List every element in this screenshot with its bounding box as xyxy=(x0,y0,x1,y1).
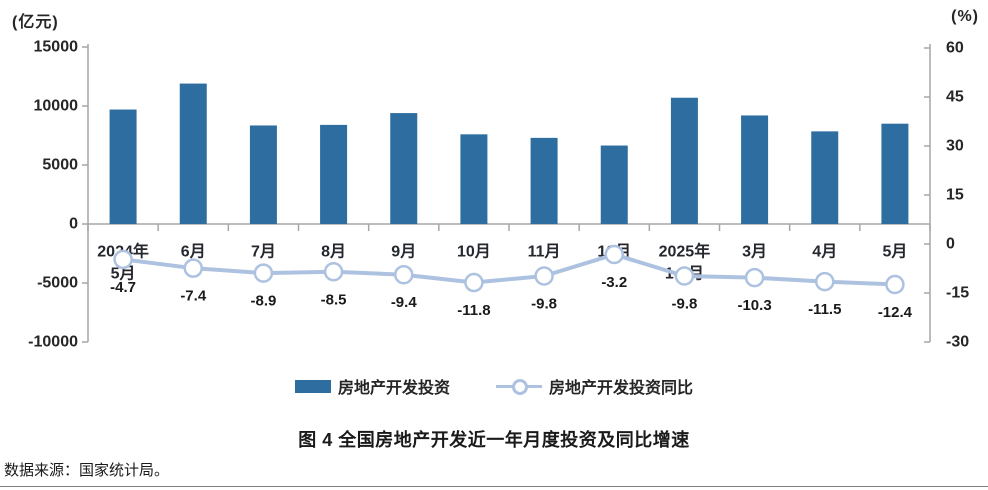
line-legend-swatch xyxy=(496,378,542,395)
yoy-data-label: -7.4 xyxy=(180,288,207,305)
yoy-data-label: -8.9 xyxy=(250,293,276,310)
investment-bar xyxy=(179,83,207,224)
x-axis-label: 7月 xyxy=(251,243,276,261)
yoy-marker-icon xyxy=(534,266,554,286)
yoy-data-label: -4.7 xyxy=(110,279,136,296)
line-legend-label: 房地产开发投资同比 xyxy=(549,380,694,397)
investment-bar xyxy=(460,134,488,224)
bar-legend-swatch xyxy=(294,379,331,393)
legend-item-yoy: 房地产开发投资同比 xyxy=(496,374,693,398)
yoy-marker-icon xyxy=(744,267,765,288)
right-axis-tick-label: -15 xyxy=(946,285,969,302)
x-axis-label: 5月 xyxy=(882,243,907,261)
yoy-data-label: -11.8 xyxy=(457,302,490,319)
yoy-data-label: -9.4 xyxy=(391,294,418,311)
right-axis-tick-label: 15 xyxy=(946,187,964,204)
bottom-divider xyxy=(0,486,988,487)
left-axis-tick-label: 5000 xyxy=(42,157,78,174)
investment-bar xyxy=(600,145,628,224)
right-axis-tick-label: 60 xyxy=(946,40,964,57)
left-axis-tick-label: 0 xyxy=(69,216,78,233)
right-axis-tick-label: 45 xyxy=(946,89,964,106)
yoy-data-label: -9.8 xyxy=(531,296,557,313)
yoy-marker-icon xyxy=(464,272,484,293)
x-axis-label: 8月 xyxy=(321,243,346,261)
yoy-marker-icon xyxy=(674,266,695,286)
right-axis-unit-label: (%) xyxy=(951,8,979,25)
investment-bar xyxy=(530,137,558,224)
yoy-data-label: -10.3 xyxy=(737,297,771,314)
chart-title: 图 4 全国房地产开发近一年月度投资及同比增速 xyxy=(298,430,690,450)
right-axis-tick-label: 30 xyxy=(946,138,964,155)
investment-bar xyxy=(109,109,137,224)
left-axis-tick-label: 10000 xyxy=(34,98,79,115)
left-axis-tick-label: 15000 xyxy=(34,39,79,56)
investment-bar xyxy=(881,123,909,224)
data-source-note: 数据来源：国家统计局。 xyxy=(4,463,170,479)
right-axis-tick-label: -30 xyxy=(946,334,969,351)
investment-bar xyxy=(249,125,277,224)
investment-bar xyxy=(670,97,698,224)
left-axis-tick-label: -10000 xyxy=(28,334,78,351)
x-axis-label: 10月 xyxy=(457,243,491,261)
investment-bar xyxy=(811,131,839,224)
yoy-marker-icon xyxy=(604,244,624,265)
x-axis-label: 6月 xyxy=(181,243,206,261)
yoy-data-label: -8.5 xyxy=(321,291,347,308)
yoy-data-label: -12.4 xyxy=(878,304,913,321)
x-axis-label: 11月 xyxy=(528,243,561,261)
investment-bar xyxy=(390,113,418,224)
x-axis-label: 4月 xyxy=(812,243,837,261)
line-swatch-marker-icon xyxy=(512,378,528,395)
yoy-marker-icon xyxy=(113,249,133,270)
legend: 房地产开发投资 房地产开发投资同比 xyxy=(0,374,988,398)
bar-legend-label: 房地产开发投资 xyxy=(337,380,450,397)
yoy-marker-icon xyxy=(323,262,344,282)
yoy-data-label: -3.2 xyxy=(601,274,627,291)
left-axis-tick-label: -5000 xyxy=(37,275,78,292)
yoy-marker-icon xyxy=(815,271,835,292)
investment-bar xyxy=(320,124,348,224)
legend-item-investment: 房地产开发投资 xyxy=(294,374,450,398)
x-axis-label: 5月 xyxy=(111,265,136,283)
yoy-marker-icon xyxy=(253,263,274,283)
yoy-marker-icon xyxy=(885,274,905,295)
x-axis-label: 9月 xyxy=(391,243,416,261)
investment-bar xyxy=(741,115,769,224)
right-axis-tick-label: 0 xyxy=(946,236,955,253)
yoy-data-label: -9.8 xyxy=(671,296,697,313)
yoy-line xyxy=(122,252,896,287)
yoy-marker-icon xyxy=(183,258,203,278)
x-axis-label: 2025年 xyxy=(659,242,711,261)
x-axis-label: 3月 xyxy=(742,243,767,261)
yoy-marker-icon xyxy=(394,264,414,285)
chart-canvas: 15000 10000 5000 0 -5000 -10000 60 45 30 15 0 -15 -3… xyxy=(28,39,969,351)
yoy-data-label: -11.5 xyxy=(808,301,841,318)
left-axis-unit-label: (亿元) xyxy=(12,14,59,31)
